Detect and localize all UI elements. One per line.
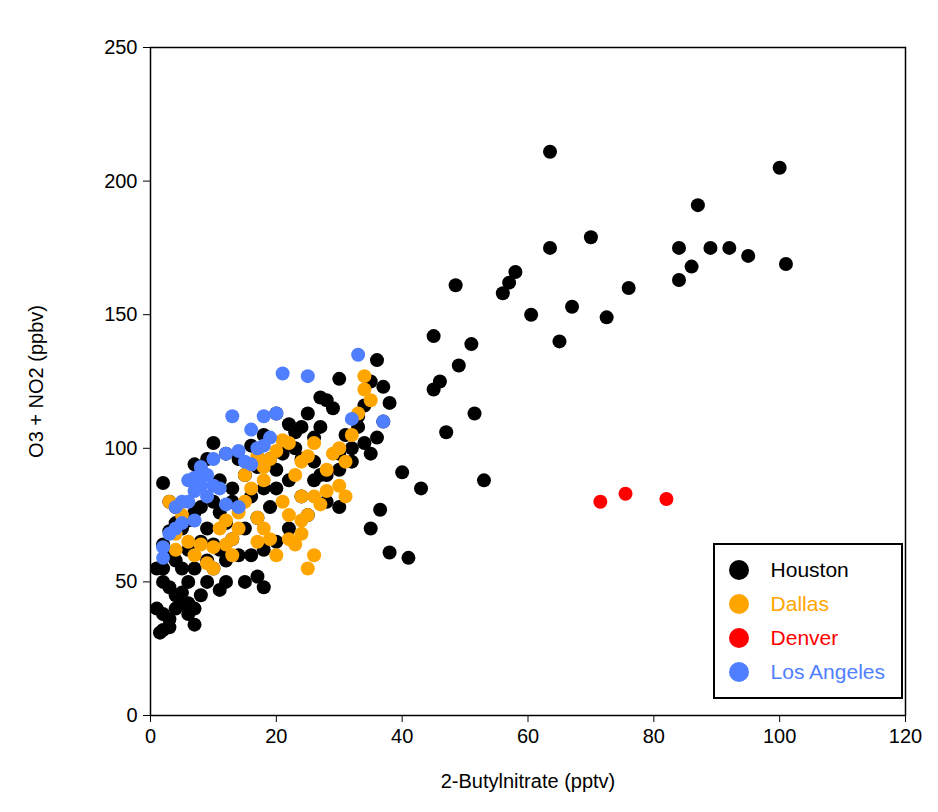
svg-text:O3 + NO2 (ppbv): O3 + NO2 (ppbv) xyxy=(25,305,47,458)
svg-text:100: 100 xyxy=(763,725,796,747)
svg-text:100: 100 xyxy=(104,437,137,459)
svg-text:50: 50 xyxy=(115,570,137,592)
svg-text:20: 20 xyxy=(265,725,287,747)
svg-text:2-Butylnitrate (pptv): 2-Butylnitrate (pptv) xyxy=(441,770,616,792)
svg-text:250: 250 xyxy=(104,36,137,58)
html-text:Denver: Denver xyxy=(770,626,839,649)
html-text:Houston: Houston xyxy=(770,558,849,581)
svg-text:120: 120 xyxy=(889,725,922,747)
html-text:Los Angeles: Los Angeles xyxy=(770,660,885,683)
svg-text:80: 80 xyxy=(643,725,665,747)
svg-text:150: 150 xyxy=(104,303,137,325)
svg-text:0: 0 xyxy=(145,725,156,747)
svg-text:200: 200 xyxy=(104,170,137,192)
svg-text:40: 40 xyxy=(391,725,413,747)
html-text:Dallas: Dallas xyxy=(770,592,829,615)
svg-text:0: 0 xyxy=(126,704,137,726)
svg-text:60: 60 xyxy=(517,725,539,747)
